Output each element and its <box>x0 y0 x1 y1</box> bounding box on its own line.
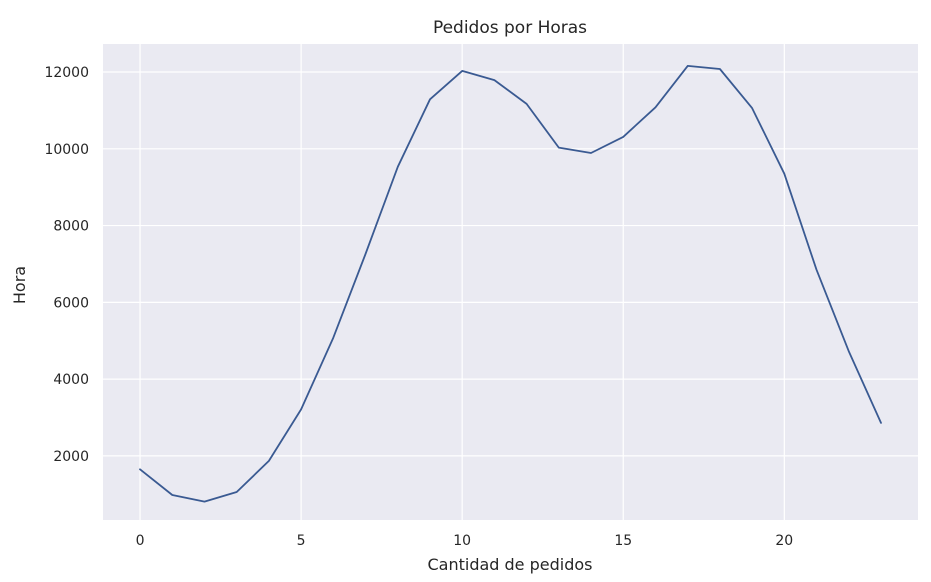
x-tick-label: 0 <box>136 533 145 549</box>
y-tick-label: 10000 <box>44 142 89 158</box>
x-tick-label: 10 <box>453 533 471 549</box>
y-tick-labels: 2000 4000 6000 8000 10000 12000 <box>44 65 89 465</box>
x-tick-label: 20 <box>775 533 793 549</box>
y-tick-label: 4000 <box>53 372 89 388</box>
y-axis-label: Hora <box>10 266 29 304</box>
x-tick-label: 5 <box>297 533 306 549</box>
y-gridlines <box>103 71 918 457</box>
x-tick-labels: 0 5 10 15 20 <box>136 533 794 549</box>
x-gridlines <box>139 44 785 520</box>
y-tick-label: 6000 <box>53 295 89 311</box>
y-tick-label: 2000 <box>53 449 89 465</box>
y-tick-label: 12000 <box>44 65 89 81</box>
plot-area <box>103 44 918 520</box>
chart-title: Pedidos por Horas <box>433 18 587 38</box>
y-tick-label: 8000 <box>53 219 89 235</box>
series-line <box>139 65 882 503</box>
x-axis-label: Cantidad de pedidos <box>427 555 592 574</box>
x-tick-label: 15 <box>614 533 632 549</box>
